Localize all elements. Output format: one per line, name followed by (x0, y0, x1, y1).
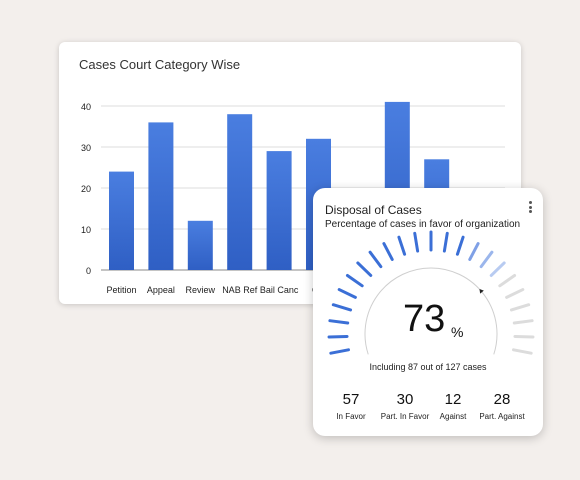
disposal-card: Disposal of Cases Percentage of cases in… (313, 188, 543, 436)
cases-summary: Including 87 out of 127 cases (369, 362, 487, 372)
bar-chart: 0 10 20 30 40 Petition Appeal Review NAB Ref Bail… (81, 101, 505, 295)
gauge-tick (368, 250, 383, 269)
y-tick-label: 10 (81, 225, 91, 235)
gauge-tick (512, 348, 533, 355)
bar[interactable] (148, 122, 174, 271)
gauge-tick (505, 288, 525, 299)
x-tick-label: Review (186, 285, 216, 295)
y-tick-label: 0 (86, 266, 91, 276)
percent-value: 73 (403, 298, 446, 340)
gauge-tick (382, 242, 394, 261)
stat-label: In Favor (336, 412, 366, 421)
stat-value: 30 (396, 391, 414, 408)
more-options-icon[interactable] (527, 201, 533, 215)
gauge-tick (498, 273, 517, 288)
x-tick-label: Petition (106, 285, 136, 295)
y-tick-label: 30 (81, 143, 91, 153)
gauge-tick (468, 242, 480, 261)
stat-in-favor: 57 In Favor (331, 391, 371, 421)
y-tick-label: 20 (81, 184, 91, 194)
stat-value: 28 (493, 391, 511, 408)
disposal-subtitle: Percentage of cases in favor of organiza… (325, 219, 521, 230)
stat-label: Part. In Favor (380, 412, 430, 421)
gauge-tick (512, 319, 534, 325)
stat-value: 57 (342, 391, 360, 408)
x-tick-label: Bail Canc (260, 285, 299, 295)
gauge-tick (513, 334, 535, 339)
bar[interactable] (266, 151, 292, 270)
gauge-tick (455, 235, 465, 256)
stat-value: 12 (444, 391, 462, 408)
gauge-tick (329, 348, 350, 355)
stat-part-in-favor: 30 Part. In Favor (375, 391, 435, 421)
gauge-tick (345, 273, 364, 288)
gauge (327, 230, 535, 355)
gauge-tick (413, 231, 420, 253)
chart-title: Cases Court Category Wise (79, 57, 241, 72)
stat-part-against: 28 Part. Against (475, 391, 529, 421)
x-tick-label: NAB Ref (222, 285, 258, 295)
bar[interactable] (187, 220, 213, 270)
gauge-tick (479, 250, 494, 269)
bar[interactable] (109, 171, 134, 270)
category-chart-card: Cases Court Category Wise 0 10 20 30 40 Petit… (59, 42, 521, 304)
stat-label: Against (439, 412, 467, 421)
y-tick-label: 40 (81, 102, 91, 112)
gauge-tick (356, 261, 373, 277)
gauge-inner-arc (364, 267, 498, 355)
gauge-tick (328, 319, 350, 325)
gauge-tick (489, 261, 506, 277)
gauge-tick (331, 303, 353, 312)
gauge-tick (327, 334, 349, 339)
gauge-tick (509, 303, 531, 312)
gauge-tick (397, 235, 407, 256)
gauge-tick (442, 231, 449, 253)
bar[interactable] (227, 114, 253, 270)
percent-sign: % (451, 324, 464, 340)
x-tick-label: Appeal (147, 285, 175, 295)
stat-label: Part. Against (479, 412, 525, 421)
gauge-marker-icon (479, 289, 484, 294)
disposal-title: Disposal of Cases (325, 203, 422, 217)
gauge-tick (337, 288, 357, 299)
stat-against: 12 Against (435, 391, 471, 421)
